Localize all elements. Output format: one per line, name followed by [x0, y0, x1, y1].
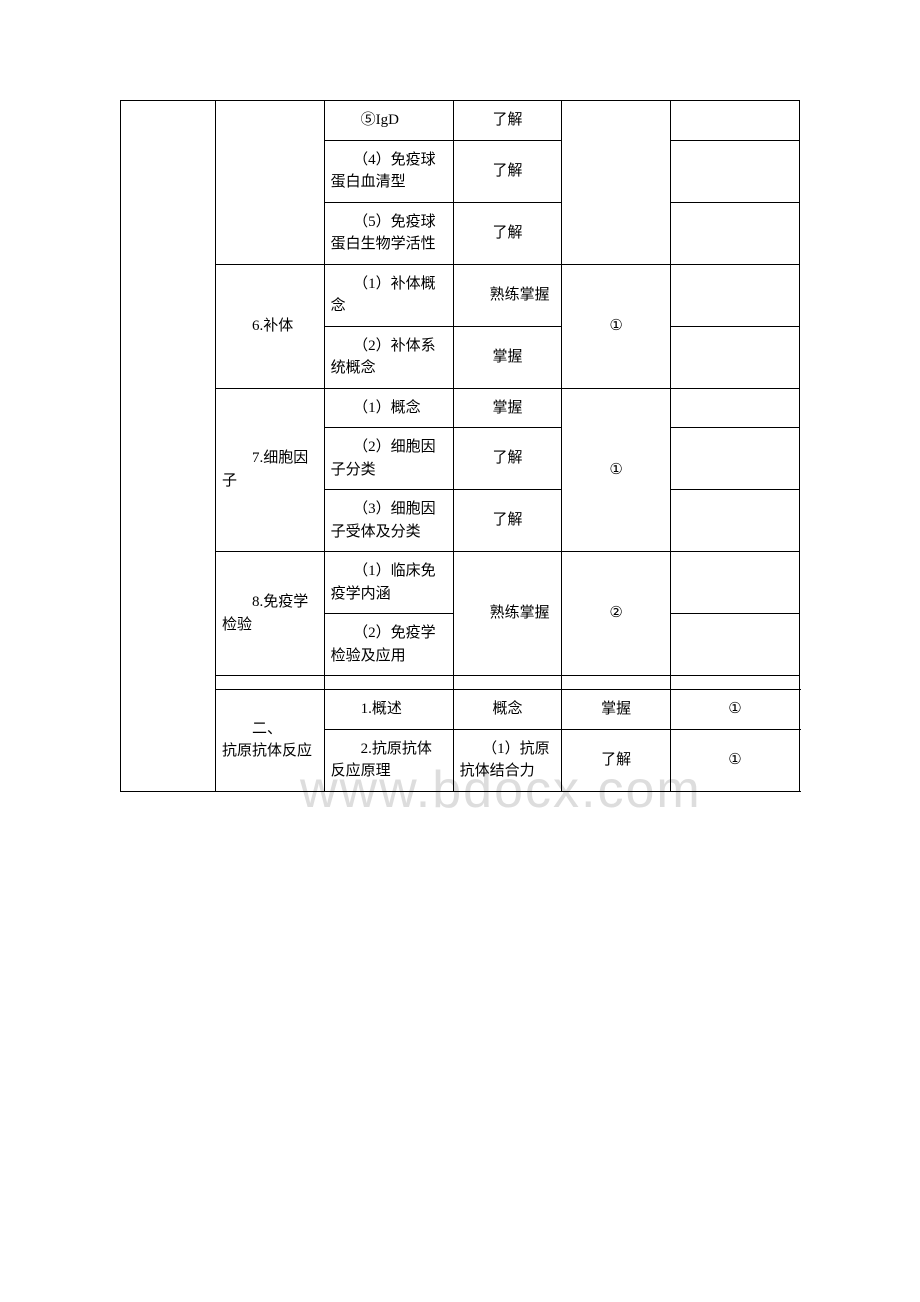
- table-cell: [670, 202, 799, 264]
- table-cell: 掌握: [562, 690, 671, 730]
- table-cell: ①: [670, 690, 799, 730]
- table-cell: [670, 326, 799, 388]
- table-cell: （5）免疫球蛋白生物学活性: [324, 202, 453, 264]
- table-cell: [670, 428, 799, 490]
- table-cell: 8.免疫学检验: [216, 552, 325, 676]
- table-cell: 了解: [453, 428, 562, 490]
- table-cell: （3）细胞因子受体及分类: [324, 490, 453, 552]
- table-cell: [670, 140, 799, 202]
- table-cell: （4）免疫球蛋白血清型: [324, 140, 453, 202]
- table-cell: [670, 490, 799, 552]
- table-cell: （2）细胞因子分类: [324, 428, 453, 490]
- table-row: 二、抗原抗体反应 1.概述概念掌握①: [121, 690, 800, 730]
- table-cell: （1）补体概念: [324, 264, 453, 326]
- table-cell: 熟练掌握: [453, 264, 562, 326]
- table-cell: [670, 388, 799, 428]
- table-cell: 概念: [453, 690, 562, 730]
- table-cell: ①: [670, 729, 799, 791]
- table-cell: （2）补体系统概念: [324, 326, 453, 388]
- table-cell: [216, 676, 325, 690]
- table-row: ⑤IgD了解: [121, 101, 800, 141]
- table-row: 6.补体 （1）补体概念 熟练掌握①: [121, 264, 800, 326]
- table-row: 8.免疫学检验 （1）临床免疫学内涵 熟练掌握②: [121, 552, 800, 614]
- table-cell: （1）抗原抗体结合力: [453, 729, 562, 791]
- table-cell: [562, 101, 671, 265]
- table-cell: （1）概念: [324, 388, 453, 428]
- table-cell: ①: [562, 264, 671, 388]
- table-cell: （1）临床免疫学内涵: [324, 552, 453, 614]
- table-cell: （2）免疫学检验及应用: [324, 614, 453, 676]
- table-cell: 了解: [453, 490, 562, 552]
- table-cell: [670, 264, 799, 326]
- table-cell: [562, 676, 671, 690]
- table-cell: 1.概述: [324, 690, 453, 730]
- table-cell: 掌握: [453, 326, 562, 388]
- table-cell: 熟练掌握: [453, 552, 562, 676]
- table-cell: 二、抗原抗体反应: [216, 690, 325, 792]
- table-body: ⑤IgD了解 （4）免疫球蛋白血清型了解 （5）免疫球蛋白生物学活性了解 6.补…: [121, 101, 800, 792]
- table-cell: 6.补体: [216, 264, 325, 388]
- table-cell: [324, 676, 453, 690]
- table-cell: [670, 614, 799, 676]
- syllabus-table: ⑤IgD了解 （4）免疫球蛋白血清型了解 （5）免疫球蛋白生物学活性了解 6.补…: [120, 100, 800, 792]
- table-cell: 了解: [453, 101, 562, 141]
- table-cell: [216, 101, 325, 265]
- table-cell: 了解: [453, 140, 562, 202]
- table-cell: [453, 676, 562, 690]
- table-cell: 了解: [562, 729, 671, 791]
- table-cell: ⑤IgD: [324, 101, 453, 141]
- table-cell: 2.抗原抗体反应原理: [324, 729, 453, 791]
- table-cell: 7.细胞因子: [216, 388, 325, 552]
- table-cell: ②: [562, 552, 671, 676]
- table-row: 7.细胞因子 （1）概念掌握①: [121, 388, 800, 428]
- table-cell: ①: [562, 388, 671, 552]
- table-cell: [670, 552, 799, 614]
- table-cell: [670, 101, 799, 141]
- table-row: [121, 676, 800, 690]
- page-container: www.bdocx.com ⑤IgD了解 （4）免疫球蛋白血清型了解 （5）免疫…: [120, 100, 800, 792]
- table-cell: [670, 676, 799, 690]
- table-cell: [121, 101, 216, 792]
- table-cell: 掌握: [453, 388, 562, 428]
- table-cell: 了解: [453, 202, 562, 264]
